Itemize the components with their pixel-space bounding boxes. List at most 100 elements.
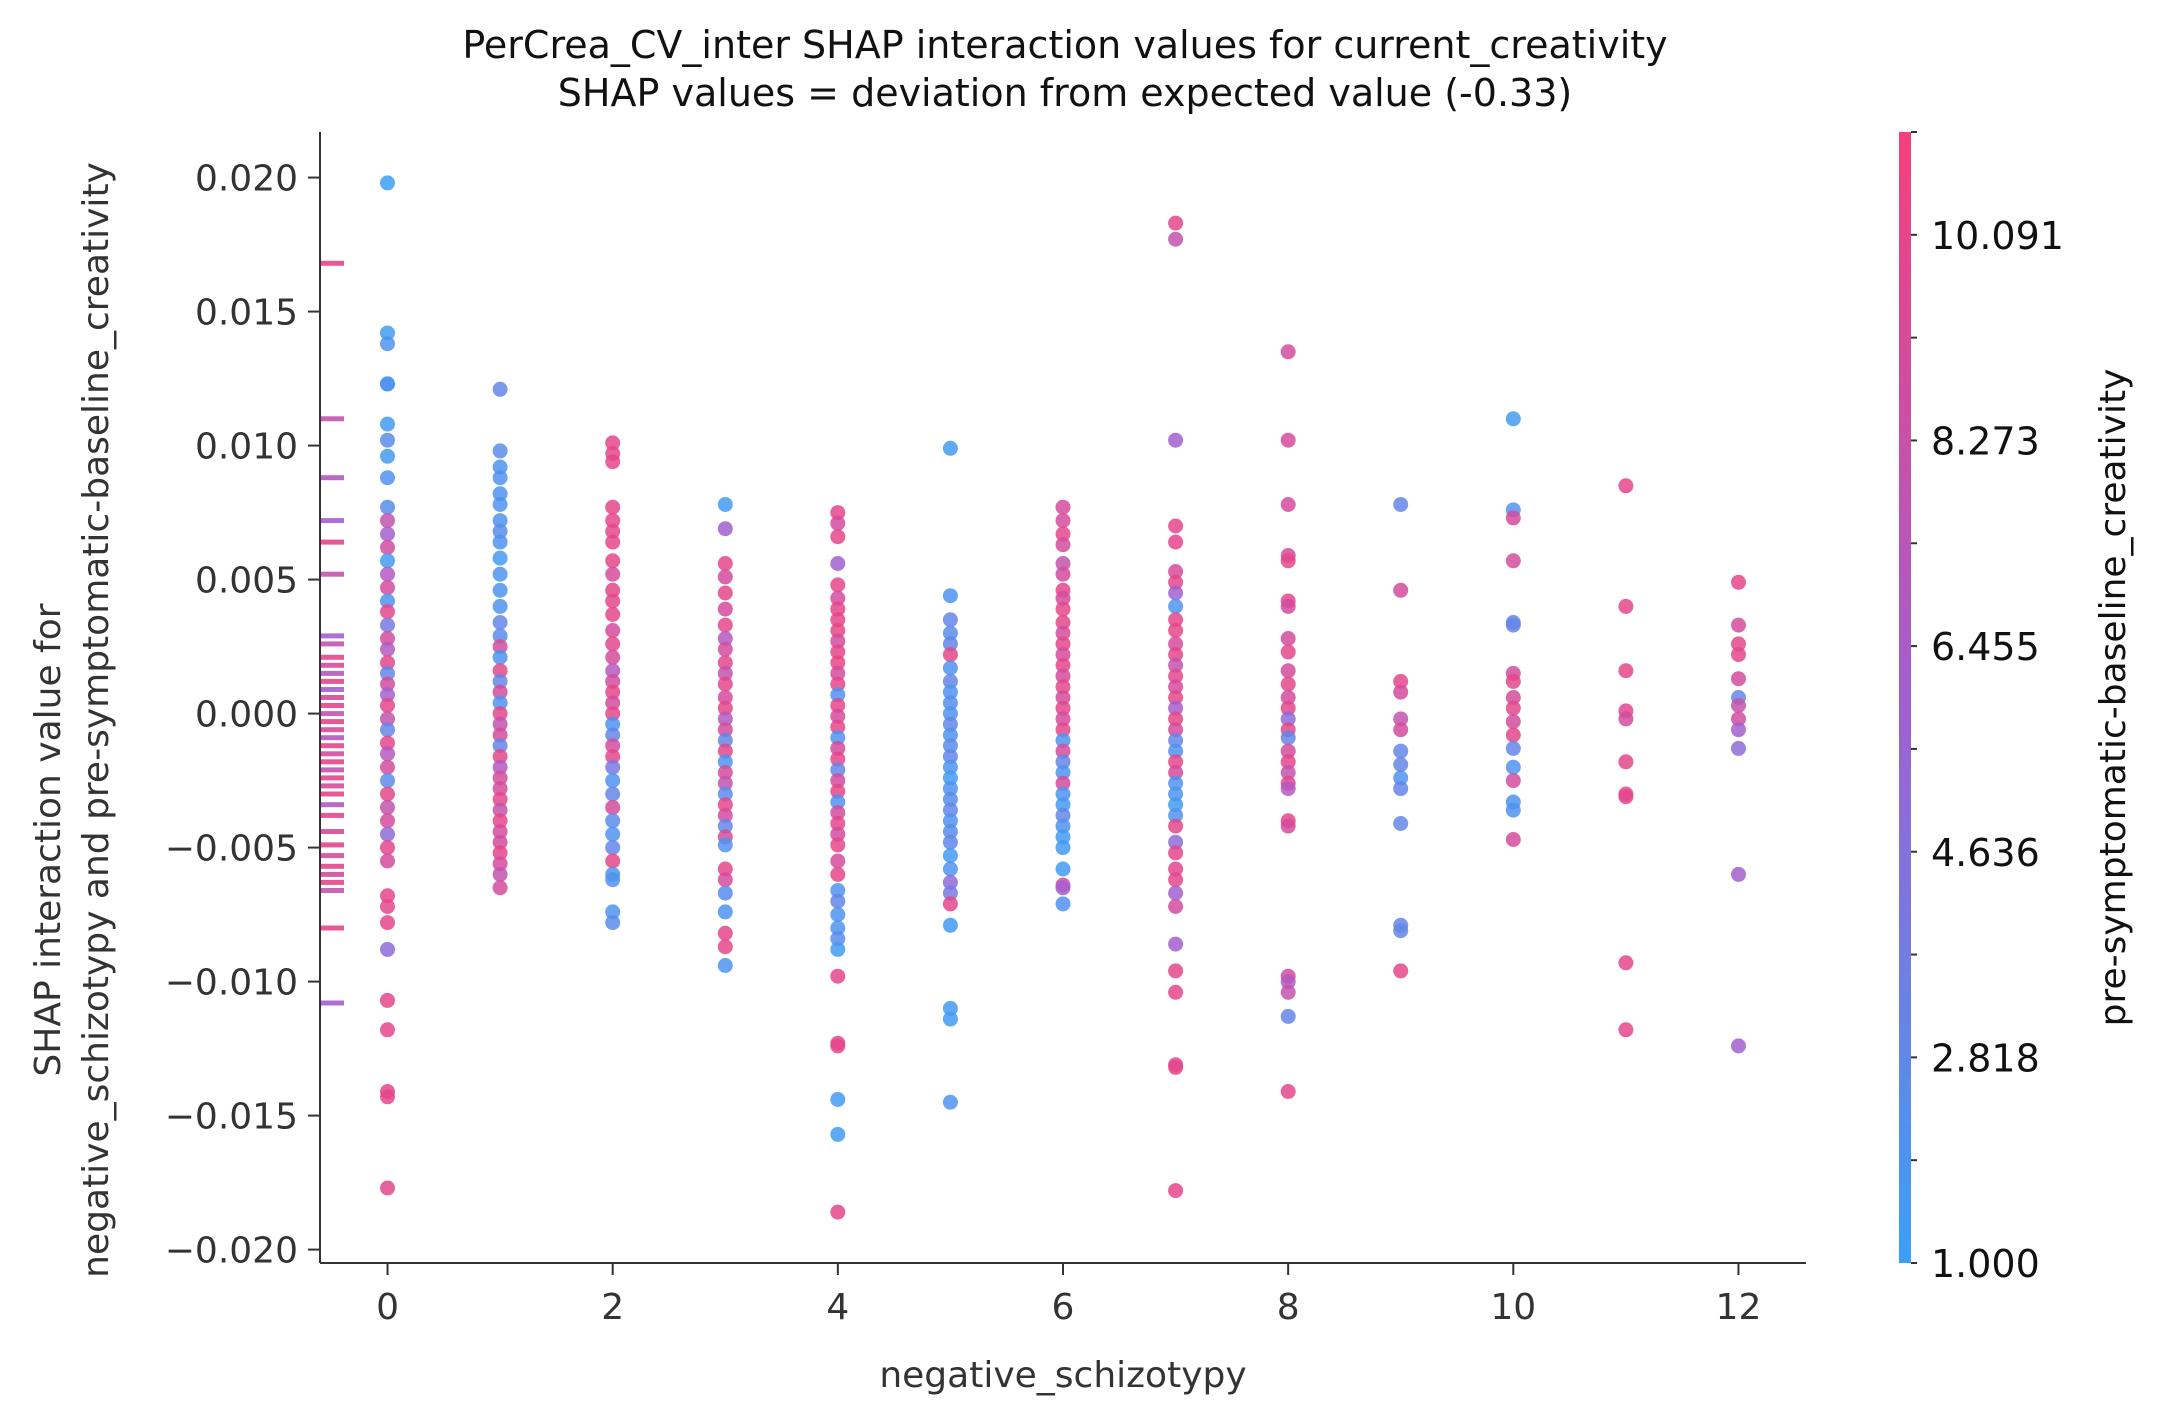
scatter-point bbox=[1280, 818, 1296, 834]
scatter-point bbox=[830, 505, 846, 521]
scatter-point bbox=[942, 896, 958, 912]
y-axis-label-group: SHAP interaction value for negative_schi… bbox=[28, 162, 117, 1278]
scatter-point bbox=[605, 673, 621, 689]
scatter-point bbox=[1505, 802, 1521, 818]
scatter-point bbox=[380, 698, 395, 713]
scatter-point bbox=[605, 513, 621, 529]
y-tick-label: −0.015 bbox=[165, 1097, 298, 1138]
scatter-point bbox=[380, 448, 395, 464]
scatter-point bbox=[380, 773, 395, 789]
scatter-point bbox=[1731, 574, 1746, 590]
scatter-point bbox=[1168, 432, 1184, 448]
scatter-point bbox=[830, 1204, 846, 1220]
scatter-point bbox=[492, 566, 508, 582]
scatter-point bbox=[605, 523, 621, 539]
rug-mark bbox=[320, 518, 344, 524]
scatter-point bbox=[380, 992, 395, 1008]
scatter-point bbox=[1055, 615, 1071, 630]
scatter-point bbox=[830, 623, 846, 638]
scatter-point bbox=[830, 515, 846, 531]
scatter-point bbox=[942, 834, 958, 850]
scatter-point bbox=[492, 486, 508, 502]
chart-subtitle: SHAP values = deviation from expected va… bbox=[558, 71, 1572, 115]
scatter-point bbox=[717, 885, 733, 901]
scatter-point bbox=[492, 749, 508, 764]
scatter-point bbox=[492, 845, 508, 861]
colorbar-label: pre-symptomatic-baseline_creativity bbox=[2093, 369, 2134, 1027]
scatter-point bbox=[1280, 984, 1296, 1000]
scatter-point bbox=[605, 786, 621, 802]
scatter-point bbox=[1055, 556, 1071, 571]
scatter-point bbox=[1168, 612, 1184, 628]
scatter-point bbox=[380, 325, 395, 341]
scatter-point bbox=[492, 716, 508, 732]
scatter-point bbox=[605, 813, 621, 829]
scatter-point bbox=[1055, 566, 1071, 582]
scatter-point bbox=[492, 381, 508, 397]
scatter-point bbox=[380, 665, 395, 681]
scatter-point bbox=[1055, 786, 1071, 802]
y-tick-label: 0.010 bbox=[195, 427, 298, 468]
scatter-point bbox=[1280, 1084, 1296, 1099]
scatter-point bbox=[1280, 974, 1296, 990]
scatter-point bbox=[942, 861, 958, 877]
y-axis-ticks: 0.020 0.015 0.010 0.005 0.000 −0.005 −0.010 −0.… bbox=[165, 159, 320, 1272]
y-tick-label: 0.020 bbox=[195, 159, 298, 200]
scatter-point bbox=[717, 722, 733, 738]
scatter-point bbox=[380, 915, 395, 931]
scatter-point bbox=[380, 813, 395, 829]
scatter-point bbox=[830, 1126, 846, 1142]
x-tick-label: 4 bbox=[826, 1287, 849, 1328]
rug-mark bbox=[320, 695, 344, 700]
scatter-point bbox=[830, 866, 846, 882]
rug-mark bbox=[320, 539, 344, 545]
scatter-point bbox=[1280, 743, 1296, 759]
scatter-point bbox=[1055, 668, 1071, 684]
rug-mark bbox=[320, 641, 344, 647]
scatter-point bbox=[492, 459, 508, 475]
scatter-point bbox=[380, 1180, 395, 1196]
scatter-point bbox=[380, 1022, 395, 1038]
scatter-point bbox=[1393, 743, 1409, 759]
scatter-point bbox=[717, 797, 733, 813]
scatter-point bbox=[380, 604, 395, 620]
scatter-point bbox=[1168, 885, 1184, 901]
scatter-point bbox=[1393, 781, 1409, 797]
x-tick-label: 10 bbox=[1490, 1287, 1536, 1328]
scatter-point bbox=[492, 824, 508, 839]
y-tick-label: 0.015 bbox=[195, 293, 298, 334]
rug-mark bbox=[320, 416, 344, 422]
scatter-point bbox=[605, 454, 621, 470]
y-tick-label: 0.000 bbox=[195, 695, 298, 736]
scatter-point bbox=[492, 727, 508, 743]
rug-mark bbox=[320, 735, 344, 741]
scatter-point bbox=[717, 743, 733, 759]
scatter-point bbox=[717, 665, 733, 681]
scatter-point bbox=[717, 754, 733, 770]
scatter-point bbox=[942, 848, 958, 864]
scatter-point bbox=[492, 880, 508, 896]
scatter-point bbox=[942, 625, 958, 641]
x-tick-label: 2 bbox=[601, 1287, 624, 1328]
scatter-point bbox=[1393, 923, 1409, 939]
scatter-point bbox=[942, 588, 958, 604]
scatter-point bbox=[1055, 499, 1071, 515]
scatter-point bbox=[1393, 684, 1409, 700]
scatter-point bbox=[830, 794, 846, 810]
colorbar: 1.000 2.818 4.636 6.455 8.273 10.091 pre-symp… bbox=[1899, 131, 2134, 1286]
scatter-point bbox=[1731, 647, 1746, 663]
scatter-point bbox=[380, 539, 395, 555]
scatter-point bbox=[830, 773, 846, 789]
scatter-point bbox=[830, 556, 846, 571]
scatter-point bbox=[605, 593, 621, 609]
y-tick-label: −0.010 bbox=[165, 963, 298, 1004]
rug-mark bbox=[320, 925, 344, 931]
scatter-point bbox=[830, 816, 846, 831]
scatter-point bbox=[1055, 880, 1071, 896]
x-axis-label: negative_schizotypy bbox=[879, 1355, 1246, 1396]
scatter-point bbox=[1280, 690, 1296, 705]
scatter-point bbox=[492, 695, 508, 711]
scatter-point bbox=[830, 762, 846, 778]
scatter-point bbox=[492, 598, 508, 614]
scatter-point bbox=[942, 885, 958, 901]
